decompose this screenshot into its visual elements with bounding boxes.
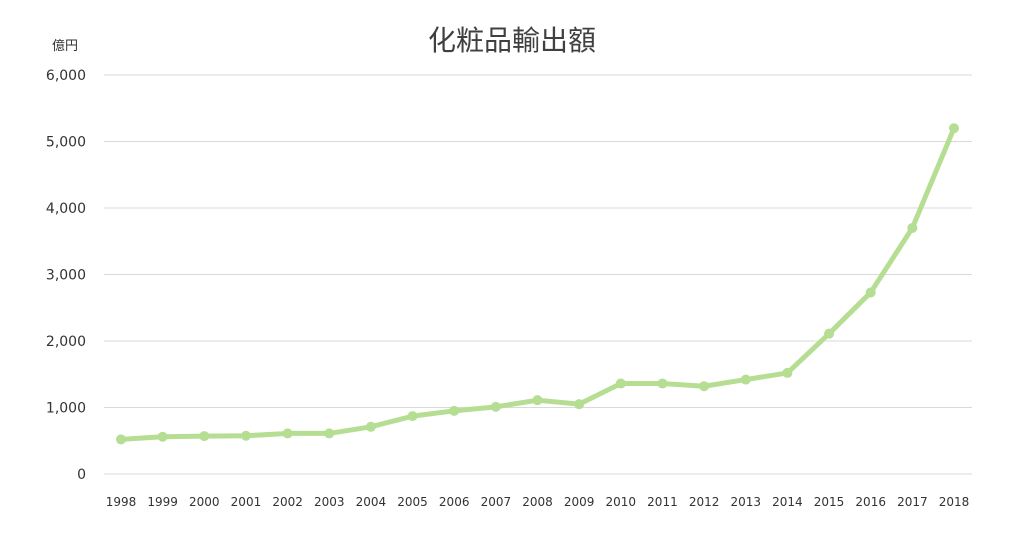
data-point bbox=[907, 222, 918, 233]
x-axis-ticks: 1998 1999 2000 2001 2002 2003 2004 2005 2006 2007… bbox=[106, 495, 970, 509]
data-point bbox=[782, 367, 793, 378]
x-tick-label: 2017 bbox=[897, 495, 928, 509]
data-point bbox=[407, 411, 418, 422]
data-point bbox=[532, 395, 543, 406]
y-axis-unit-label: 億円 bbox=[52, 38, 78, 54]
x-tick-label: 2007 bbox=[481, 495, 512, 509]
x-tick-label: 2006 bbox=[439, 495, 470, 509]
y-tick-label: 1,000 bbox=[46, 401, 86, 417]
data-point bbox=[865, 287, 876, 298]
data-point bbox=[657, 378, 668, 389]
y-tick-label: 5,000 bbox=[46, 135, 86, 151]
x-tick-label: 1999 bbox=[147, 495, 178, 509]
x-tick-label: 2011 bbox=[647, 495, 678, 509]
data-point bbox=[615, 378, 626, 389]
x-tick-label: 2005 bbox=[397, 495, 428, 509]
x-tick-label: 2016 bbox=[855, 495, 886, 509]
series-layer bbox=[116, 123, 959, 445]
data-point bbox=[324, 428, 335, 439]
data-point bbox=[699, 381, 710, 392]
series-line bbox=[118, 125, 957, 442]
data-point bbox=[365, 421, 376, 432]
x-tick-label: 2000 bbox=[189, 495, 220, 509]
y-tick-label: 4,000 bbox=[46, 201, 86, 217]
data-point bbox=[157, 431, 168, 442]
data-point bbox=[574, 399, 585, 410]
data-point bbox=[282, 428, 293, 439]
gridlines bbox=[104, 74, 972, 475]
y-tick-label: 0 bbox=[77, 467, 86, 483]
x-tick-label: 2013 bbox=[730, 495, 761, 509]
x-tick-label: 2001 bbox=[231, 495, 262, 509]
y-axis-ticks: 0 1,000 2,000 3,000 4,000 5,000 6,000 bbox=[46, 68, 86, 483]
x-tick-label: 2010 bbox=[606, 495, 637, 509]
y-tick-label: 6,000 bbox=[46, 68, 86, 84]
data-point bbox=[740, 374, 751, 385]
x-tick-label: 1998 bbox=[106, 495, 137, 509]
x-tick-label: 2014 bbox=[772, 495, 803, 509]
y-tick-label: 2,000 bbox=[46, 334, 86, 350]
x-tick-label: 2012 bbox=[689, 495, 720, 509]
data-point bbox=[240, 430, 251, 441]
x-tick-label: 2003 bbox=[314, 495, 345, 509]
x-tick-label: 2018 bbox=[939, 495, 970, 509]
data-point bbox=[949, 123, 959, 134]
y-tick-label: 3,000 bbox=[46, 268, 86, 284]
x-tick-label: 2004 bbox=[356, 495, 387, 509]
x-tick-label: 2015 bbox=[814, 495, 845, 509]
data-point bbox=[449, 405, 460, 416]
data-point bbox=[116, 434, 126, 445]
data-point bbox=[490, 401, 501, 412]
x-tick-label: 2009 bbox=[564, 495, 595, 509]
x-tick-label: 2002 bbox=[272, 495, 303, 509]
data-point bbox=[824, 328, 835, 339]
x-tick-label: 2008 bbox=[522, 495, 553, 509]
data-point bbox=[199, 431, 210, 442]
chart-title: 化粧品輸出額 bbox=[428, 24, 596, 57]
